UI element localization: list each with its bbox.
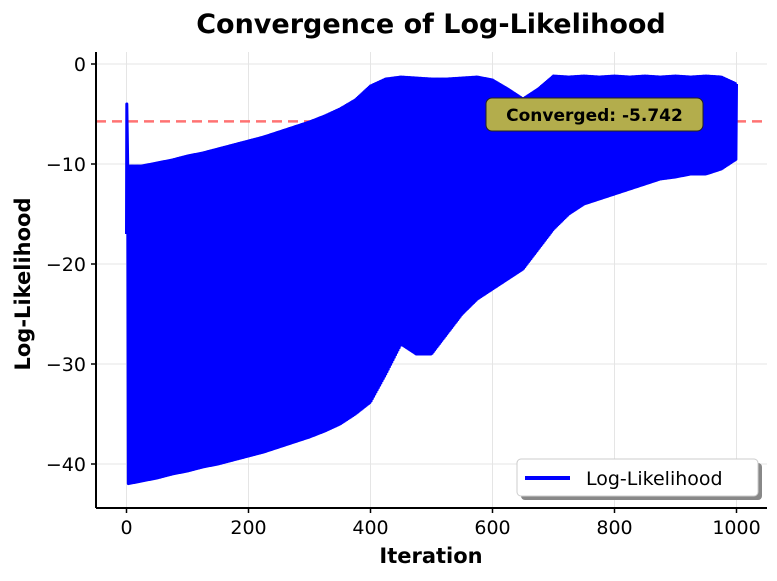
series-line-log-likelihood [125,74,738,486]
annotation-box [485,97,704,132]
axes [95,52,767,509]
legend: Log-Likelihood [516,458,762,500]
x-tick-label: 200 [230,517,266,539]
y-tick-label: −10 [46,154,86,176]
series-group [125,74,738,486]
y-axis-label: Log-Likelihood [11,197,35,370]
y-tick-label: −30 [46,354,86,376]
annotation-group: Converged: -5.742 [485,97,704,132]
x-tick-label: 0 [120,517,132,539]
x-tick-label: 600 [474,517,510,539]
x-tick-label: 800 [596,517,632,539]
chart-title: Convergence of Log-Likelihood [196,9,666,40]
x-tick-label: 400 [352,517,388,539]
y-tick-label: 0 [74,54,86,76]
ticks: 0 200 400 600 800 1000 0 −10 −20 −30 −40 [46,54,761,539]
annotation-text: Converged: -5.742 [506,106,683,126]
legend-box [516,458,759,497]
x-axis-label: Iteration [379,544,482,568]
x-tick-label: 1000 [712,517,760,539]
legend-label: Log-Likelihood [586,468,723,490]
y-tick-label: −40 [46,454,86,476]
y-tick-label: −20 [46,254,86,276]
